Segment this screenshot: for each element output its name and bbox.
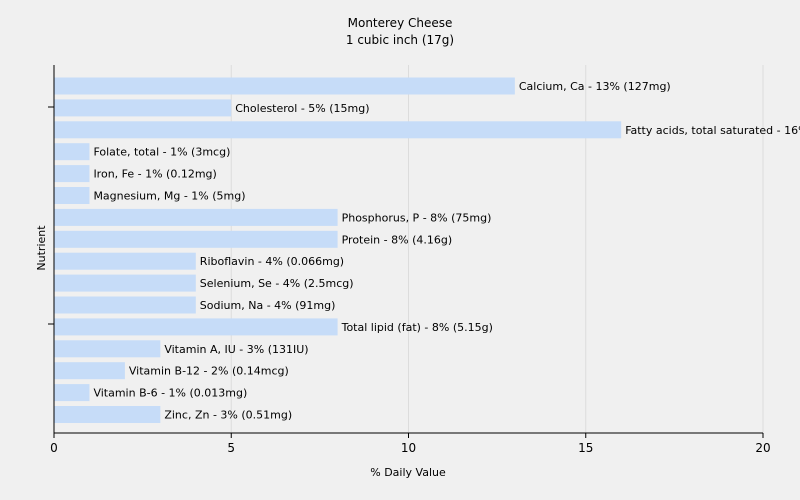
- bar: [54, 384, 90, 402]
- bar-label: Protein - 8% (4.16g): [342, 233, 453, 246]
- bar: [54, 99, 232, 117]
- bar-label: Vitamin B-6 - 1% (0.013mg): [93, 387, 247, 400]
- bar: [54, 362, 125, 380]
- bar: [54, 230, 338, 248]
- bar-label: Magnesium, Mg - 1% (5mg): [93, 190, 245, 203]
- bar: [54, 121, 622, 139]
- chart-subtitle: 1 cubic inch (17g): [346, 33, 454, 47]
- bar-label: Iron, Fe - 1% (0.12mg): [93, 168, 216, 181]
- bar-label: Zinc, Zn - 3% (0.51mg): [164, 409, 292, 422]
- bar: [54, 318, 338, 336]
- x-tick-label: 5: [227, 441, 235, 455]
- bar: [54, 187, 90, 204]
- bar: [54, 143, 90, 161]
- axes-group: 0 5 10 15 20: [48, 65, 771, 455]
- x-tick-label: 20: [755, 441, 770, 455]
- bar: [54, 165, 90, 183]
- x-tick-label: 15: [578, 441, 593, 455]
- bar: [54, 208, 338, 226]
- bar: [54, 77, 515, 95]
- bar: [54, 274, 196, 292]
- chart-title: Monterey Cheese: [348, 16, 453, 30]
- bar-label: Total lipid (fat) - 8% (5.15g): [341, 321, 493, 334]
- bar: [54, 406, 161, 423]
- x-tick-label: 10: [401, 441, 416, 455]
- bar: [54, 296, 196, 314]
- bar-label: Vitamin B-12 - 2% (0.14mcg): [129, 365, 289, 378]
- bar-label: Cholesterol - 5% (15mg): [235, 102, 369, 115]
- x-axis-label: % Daily Value: [370, 466, 446, 479]
- bar-label: Riboflavin - 4% (0.066mg): [200, 255, 344, 268]
- bar-label: Vitamin A, IU - 3% (131IU): [164, 343, 308, 356]
- bars-group: Calcium, Ca - 13% (127mg) Cholesterol - 5…: [54, 77, 800, 423]
- y-axis-label: Nutrient: [35, 225, 48, 271]
- bar-label: Folate, total - 1% (3mcg): [93, 146, 230, 159]
- grid-lines: [230, 65, 764, 433]
- bar-label: Selenium, Se - 4% (2.5mcg): [200, 277, 354, 290]
- bar-label: Calcium, Ca - 13% (127mg): [519, 80, 671, 93]
- bar-label: Phosphorus, P - 8% (75mg): [342, 211, 492, 224]
- bar-label: Fatty acids, total saturated - 16% (3.24…: [625, 124, 800, 137]
- bar: [54, 340, 161, 358]
- bar-label: Sodium, Na - 4% (91mg): [200, 299, 336, 312]
- bar: [54, 252, 196, 270]
- x-tick-label: 0: [50, 441, 58, 455]
